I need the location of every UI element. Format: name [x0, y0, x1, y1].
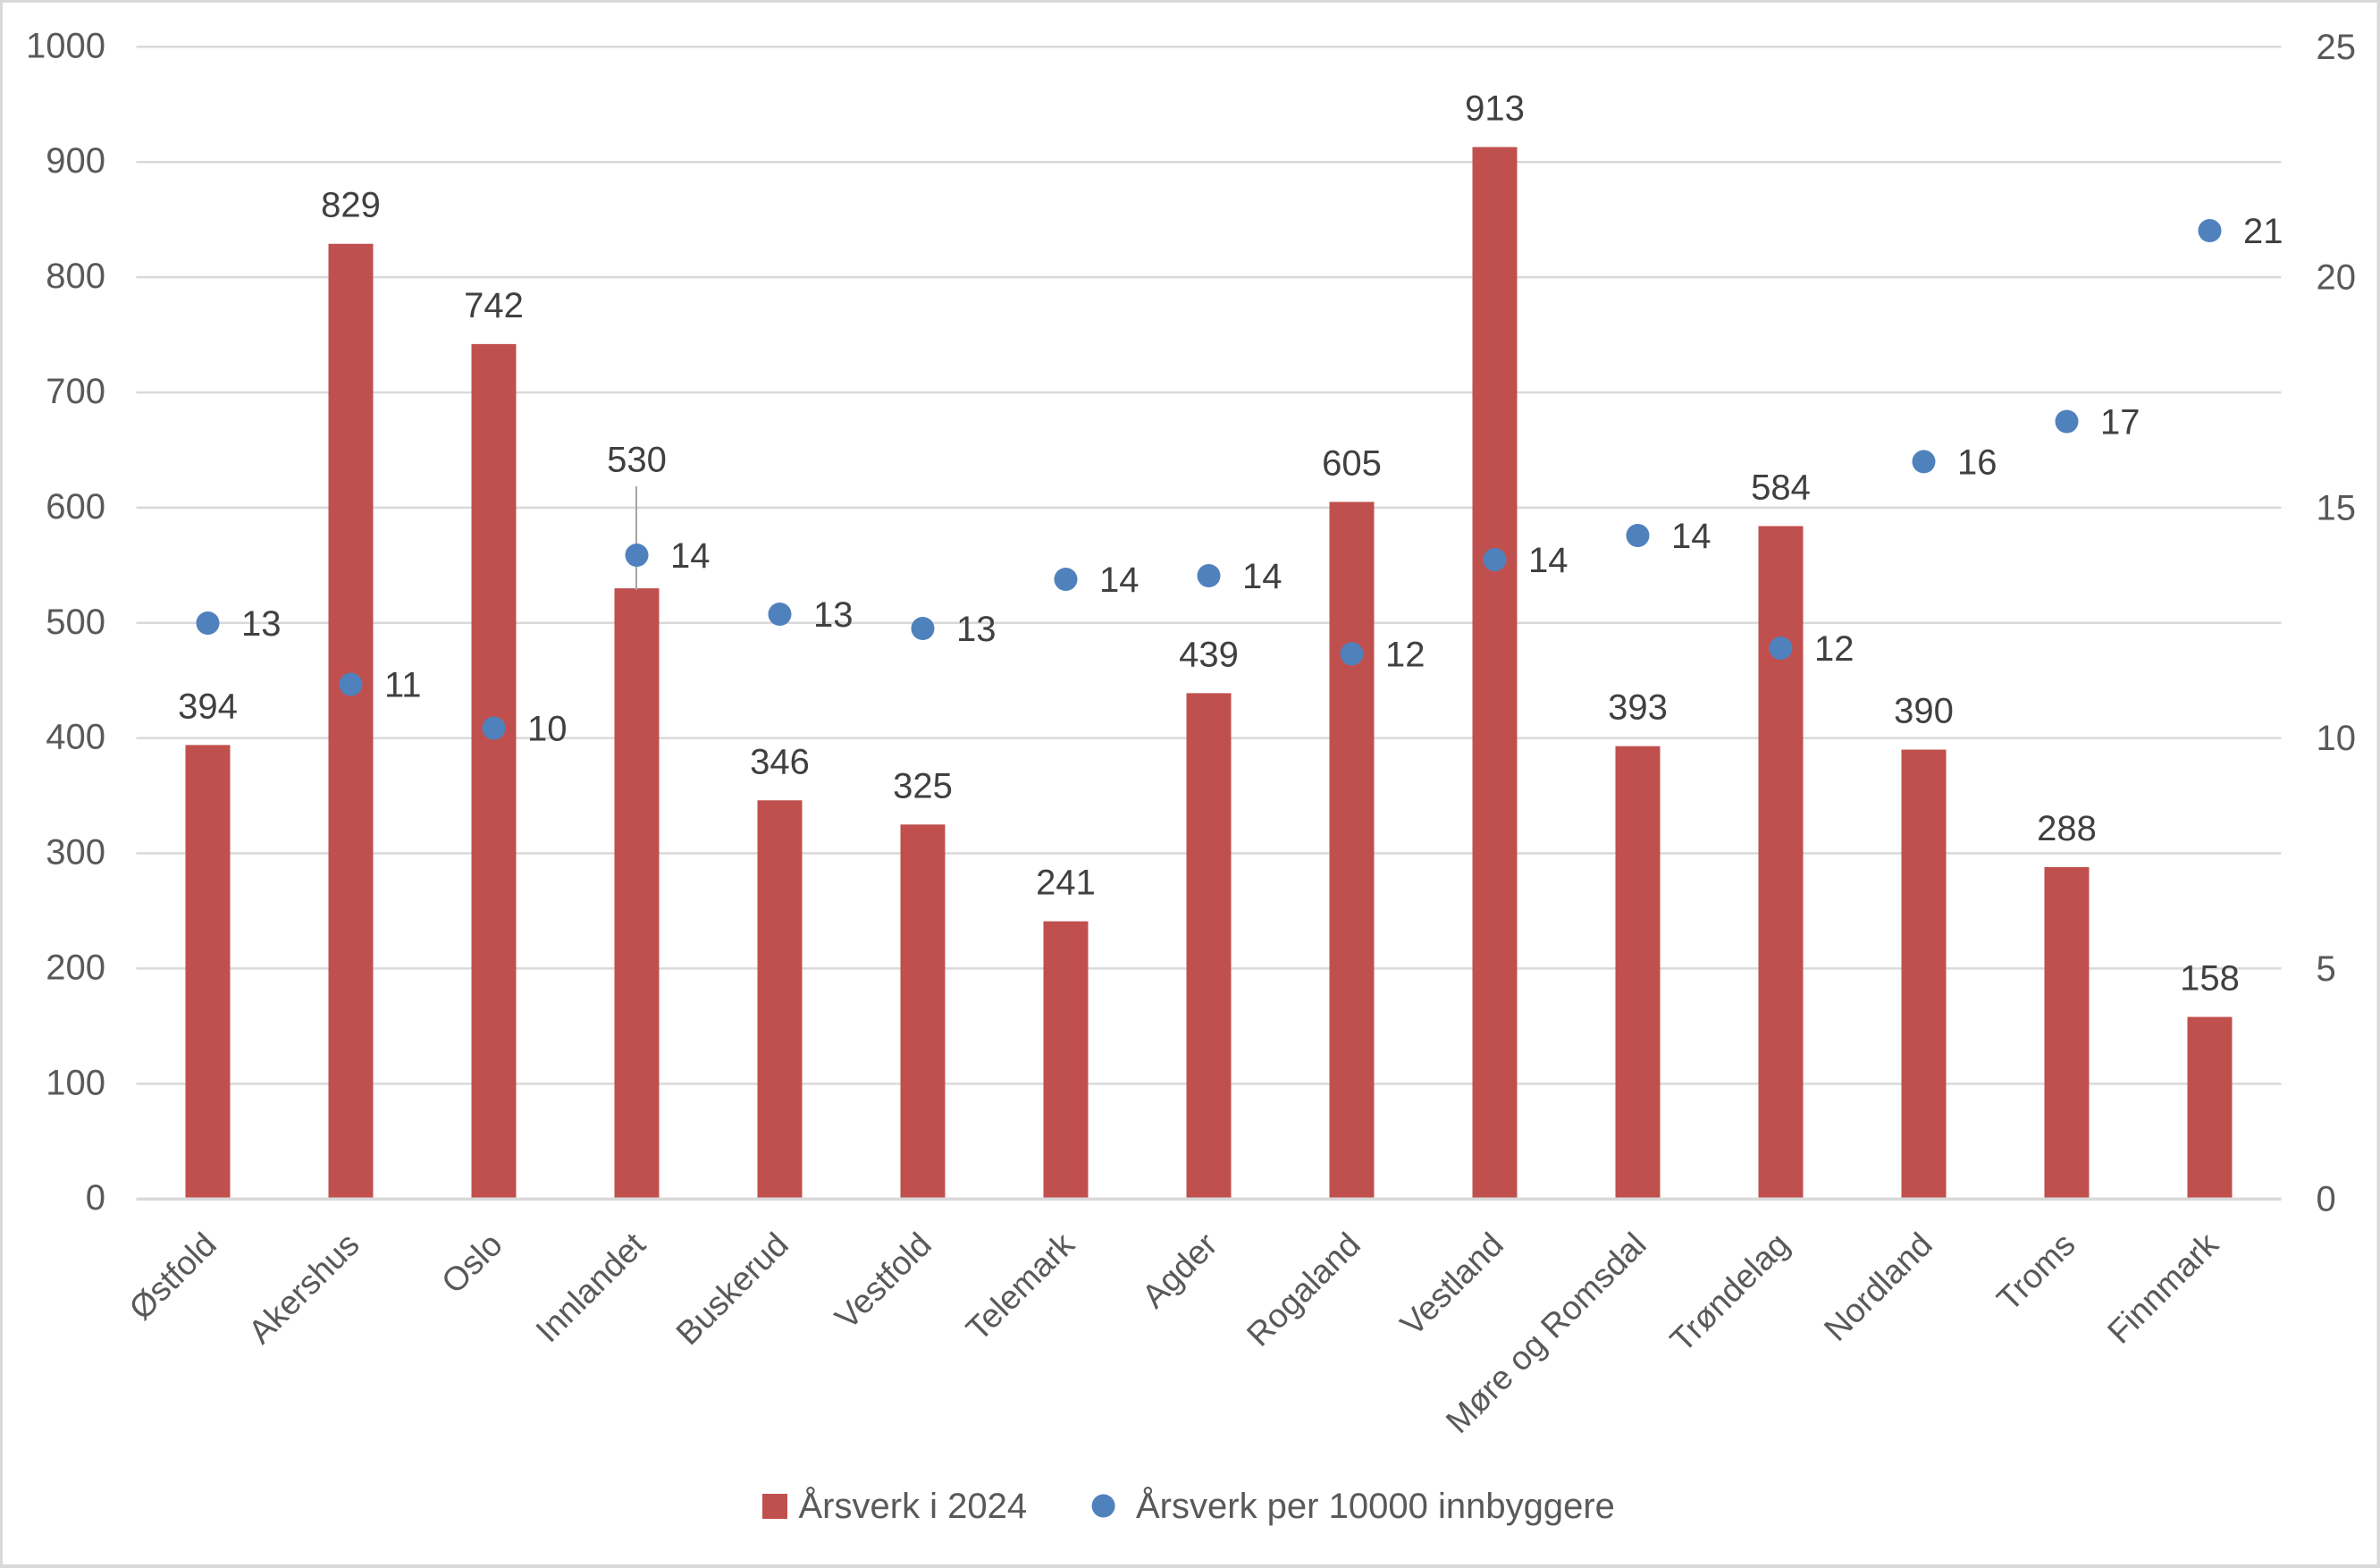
- svg-text:11: 11: [384, 666, 422, 705]
- svg-text:200: 200: [46, 948, 105, 987]
- svg-text:Årsverk i 2024: Årsverk i 2024: [799, 1486, 1028, 1526]
- svg-text:13: 13: [241, 604, 282, 644]
- svg-text:605: 605: [1322, 443, 1382, 483]
- svg-text:13: 13: [956, 610, 997, 649]
- svg-text:390: 390: [1894, 692, 1954, 731]
- svg-text:0: 0: [86, 1178, 105, 1218]
- svg-text:14: 14: [670, 536, 711, 576]
- svg-text:584: 584: [1751, 468, 1811, 508]
- svg-text:700: 700: [46, 372, 105, 411]
- svg-text:158: 158: [2180, 959, 2240, 999]
- svg-text:14: 14: [1528, 541, 1568, 580]
- svg-text:394: 394: [178, 687, 238, 726]
- svg-text:15: 15: [2317, 488, 2357, 527]
- svg-text:20: 20: [2317, 258, 2357, 298]
- svg-text:742: 742: [464, 286, 524, 325]
- svg-text:346: 346: [750, 742, 810, 781]
- svg-text:13: 13: [813, 595, 854, 635]
- svg-text:913: 913: [1465, 89, 1525, 128]
- svg-text:16: 16: [1957, 443, 1997, 482]
- svg-text:10: 10: [2317, 719, 2357, 758]
- svg-text:12: 12: [1814, 629, 1854, 669]
- svg-text:14: 14: [1671, 517, 1711, 556]
- svg-text:12: 12: [1385, 635, 1425, 674]
- svg-text:600: 600: [46, 487, 105, 527]
- svg-text:17: 17: [2100, 403, 2140, 443]
- svg-text:800: 800: [46, 257, 105, 296]
- svg-text:500: 500: [46, 603, 105, 642]
- svg-text:300: 300: [46, 833, 105, 873]
- svg-text:14: 14: [1099, 561, 1140, 600]
- svg-text:10: 10: [527, 710, 568, 749]
- svg-text:439: 439: [1179, 635, 1239, 674]
- svg-text:829: 829: [321, 186, 381, 225]
- svg-text:Årsverk per 10000 innbyggere: Årsverk per 10000 innbyggere: [1136, 1486, 1615, 1526]
- svg-text:25: 25: [2317, 28, 2357, 67]
- svg-text:288: 288: [2037, 809, 2097, 848]
- svg-text:14: 14: [1242, 557, 1283, 596]
- svg-text:21: 21: [2243, 212, 2283, 251]
- svg-text:400: 400: [46, 718, 105, 757]
- svg-text:393: 393: [1608, 688, 1668, 728]
- svg-text:530: 530: [607, 441, 667, 480]
- svg-text:325: 325: [893, 766, 953, 805]
- svg-text:5: 5: [2317, 949, 2336, 989]
- svg-text:100: 100: [46, 1063, 105, 1102]
- svg-text:900: 900: [46, 141, 105, 181]
- svg-text:1000: 1000: [26, 26, 105, 65]
- svg-text:241: 241: [1036, 864, 1096, 903]
- svg-text:0: 0: [2317, 1180, 2336, 1219]
